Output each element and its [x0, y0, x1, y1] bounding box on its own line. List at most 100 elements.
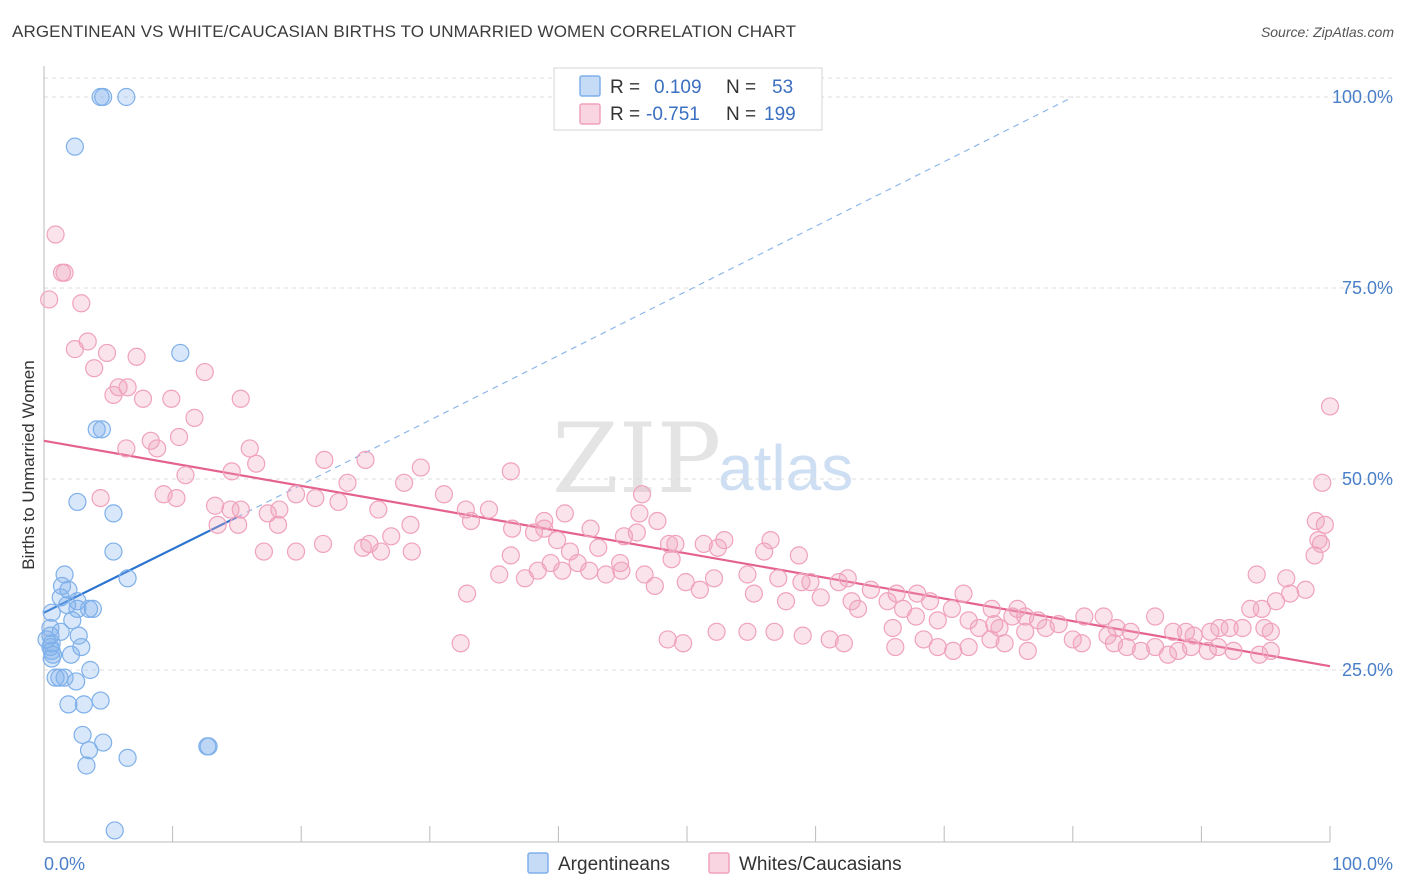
trend-extension-argentineans	[236, 96, 1074, 518]
point-whites	[981, 630, 1000, 649]
chart-title: ARGENTINEAN VS WHITE/CAUCASIAN BIRTHS TO…	[12, 22, 797, 41]
point-whites	[995, 634, 1014, 653]
point-whites	[969, 618, 989, 638]
y-tick-label: 75.0%	[1342, 278, 1393, 298]
point-whites	[1313, 473, 1332, 492]
point-whites	[1305, 546, 1324, 565]
point-whites	[1261, 622, 1280, 641]
point-whites	[1049, 615, 1068, 634]
point-whites	[1164, 622, 1183, 641]
point-whites	[707, 622, 726, 641]
point-whites	[127, 347, 146, 366]
trend-line-argentineans	[43, 516, 238, 614]
point-whites	[231, 389, 250, 408]
point-whites	[176, 466, 195, 485]
trend-lines	[43, 96, 1331, 668]
point-whites	[85, 359, 104, 378]
point-whites	[612, 561, 631, 580]
point-whites	[801, 573, 820, 592]
point-whites	[329, 492, 348, 512]
point-argentineans	[67, 672, 86, 691]
point-argentineans	[50, 668, 69, 687]
point-whites	[878, 592, 897, 611]
point-whites	[658, 630, 677, 649]
point-whites	[402, 542, 421, 561]
point-whites	[451, 634, 470, 653]
point-whites	[944, 641, 963, 661]
point-whites	[1277, 569, 1296, 588]
point-whites	[434, 485, 454, 504]
point-whites	[148, 439, 167, 458]
point-whites	[231, 500, 250, 519]
x-tick-label-max: 100.0%	[1332, 854, 1393, 874]
point-whites	[1261, 641, 1280, 661]
point-whites	[1131, 641, 1151, 661]
point-argentineans	[104, 542, 123, 561]
point-argentineans	[42, 649, 61, 668]
point-argentineans	[42, 603, 61, 622]
point-whites	[1198, 641, 1217, 661]
point-whites	[553, 561, 572, 580]
legend-r-value-1: -0.751	[646, 104, 700, 125]
point-whites	[1117, 637, 1136, 657]
point-whites	[1121, 622, 1140, 641]
point-whites	[313, 534, 333, 554]
point-whites	[708, 538, 727, 557]
point-whites	[229, 515, 248, 534]
point-whites	[776, 592, 796, 611]
point-whites	[793, 626, 812, 645]
point-argentineans	[55, 668, 74, 687]
point-whites	[690, 580, 709, 599]
point-whites	[676, 573, 695, 592]
point-whites	[411, 458, 430, 477]
point-argentineans	[171, 343, 190, 363]
chart-source: Source: ZipAtlas.com	[1260, 24, 1394, 40]
point-whites	[515, 569, 535, 588]
point-whites	[117, 439, 136, 458]
point-whites	[1063, 630, 1082, 649]
point-whites	[208, 515, 227, 534]
point-whites	[535, 511, 554, 531]
point-whites	[1182, 637, 1201, 657]
point-whites	[457, 584, 477, 603]
point-whites	[353, 538, 373, 557]
point-whites	[104, 385, 123, 405]
point-whites	[46, 225, 65, 244]
point-whites	[270, 500, 289, 519]
point-whites	[1233, 618, 1252, 638]
point-whites	[761, 531, 780, 550]
bottom-legend-argentineans: Argentineans	[558, 854, 670, 875]
point-whites	[632, 485, 652, 504]
point-whites	[811, 588, 830, 607]
point-whites	[1016, 622, 1035, 641]
point-whites	[501, 546, 520, 565]
point-whites	[1201, 622, 1220, 641]
point-whites	[765, 622, 784, 641]
legend-n-label-0: N =	[726, 77, 756, 98]
correlation-legend: R = 0.109 N = 53 R = -0.751 N = 199	[553, 67, 823, 131]
point-whites	[635, 565, 654, 584]
point-whites	[369, 500, 388, 519]
legend-swatch-argentineans	[579, 75, 601, 97]
point-argentineans	[63, 611, 82, 630]
point-whites	[555, 504, 574, 523]
point-whites	[247, 454, 266, 473]
point-whites	[596, 565, 616, 584]
point-argentineans	[55, 565, 74, 584]
point-whites	[65, 340, 84, 359]
point-argentineans	[59, 695, 78, 714]
point-whites	[133, 389, 153, 408]
point-whites	[589, 538, 608, 557]
point-whites	[883, 618, 902, 638]
point-whites	[674, 634, 693, 653]
point-whites	[258, 504, 277, 523]
bottom-legend-whites: Whites/Caucasians	[739, 854, 902, 875]
point-whites	[1072, 634, 1091, 653]
point-whites	[240, 439, 259, 458]
point-whites	[254, 542, 274, 561]
point-whites	[580, 561, 599, 580]
point-whites	[820, 630, 839, 649]
point-whites	[928, 637, 947, 657]
legend-swatch-whites	[579, 103, 601, 125]
point-whites	[338, 473, 357, 492]
